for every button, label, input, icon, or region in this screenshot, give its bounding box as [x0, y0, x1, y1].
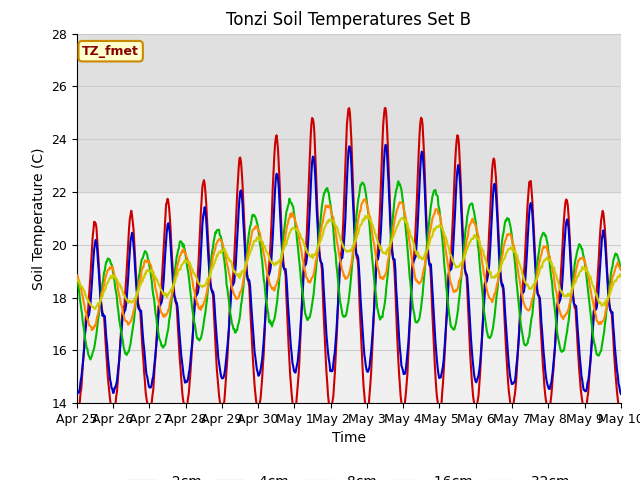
- -16cm: [417, 279, 424, 285]
- -8cm: [86, 357, 94, 362]
- -16cm: [140, 264, 147, 270]
- -4cm: [73, 390, 81, 396]
- -4cm: [381, 142, 389, 148]
- -8cm: [195, 336, 202, 342]
- -8cm: [433, 192, 440, 198]
- Legend: -2cm, -4cm, -8cm, -16cm, -32cm: -2cm, -4cm, -8cm, -16cm, -32cm: [122, 469, 575, 480]
- -4cm: [83, 315, 90, 321]
- -16cm: [617, 267, 625, 273]
- -4cm: [617, 391, 625, 397]
- Line: -8cm: -8cm: [77, 181, 621, 360]
- -32cm: [140, 274, 147, 280]
- -8cm: [73, 276, 81, 281]
- -2cm: [223, 368, 230, 373]
- -8cm: [223, 286, 231, 292]
- -32cm: [195, 280, 202, 286]
- -32cm: [617, 274, 625, 279]
- -32cm: [417, 253, 424, 259]
- -2cm: [381, 105, 389, 111]
- -8cm: [617, 266, 625, 272]
- -2cm: [416, 132, 424, 137]
- Line: -2cm: -2cm: [77, 108, 621, 415]
- -16cm: [83, 314, 90, 320]
- -32cm: [364, 212, 372, 218]
- -2cm: [139, 348, 147, 354]
- -16cm: [433, 206, 440, 212]
- -8cm: [394, 179, 402, 184]
- -8cm: [140, 253, 147, 259]
- -8cm: [83, 345, 90, 351]
- -16cm: [195, 305, 202, 311]
- -32cm: [223, 253, 231, 259]
- Text: TZ_fmet: TZ_fmet: [82, 45, 139, 58]
- -2cm: [83, 315, 90, 321]
- Bar: [77, 34, 621, 192]
- -32cm: [73, 276, 81, 282]
- -16cm: [88, 327, 96, 333]
- -4cm: [431, 339, 439, 345]
- Line: -32cm: -32cm: [77, 215, 621, 309]
- -8cm: [417, 310, 424, 315]
- Title: Tonzi Soil Temperatures Set B: Tonzi Soil Temperatures Set B: [227, 11, 471, 29]
- Line: -16cm: -16cm: [77, 199, 621, 330]
- Y-axis label: Soil Temperature (C): Soil Temperature (C): [31, 147, 45, 289]
- -2cm: [194, 271, 202, 276]
- -16cm: [73, 273, 81, 278]
- -2cm: [431, 373, 439, 379]
- -32cm: [83, 295, 90, 301]
- Line: -4cm: -4cm: [77, 145, 621, 394]
- -2cm: [617, 409, 625, 415]
- -16cm: [223, 263, 231, 268]
- -4cm: [194, 290, 202, 296]
- -4cm: [139, 330, 147, 336]
- -32cm: [433, 225, 440, 230]
- -4cm: [223, 352, 230, 358]
- -32cm: [91, 306, 99, 312]
- -2cm: [73, 412, 81, 418]
- -4cm: [416, 181, 424, 187]
- -16cm: [361, 196, 369, 202]
- X-axis label: Time: Time: [332, 432, 366, 445]
